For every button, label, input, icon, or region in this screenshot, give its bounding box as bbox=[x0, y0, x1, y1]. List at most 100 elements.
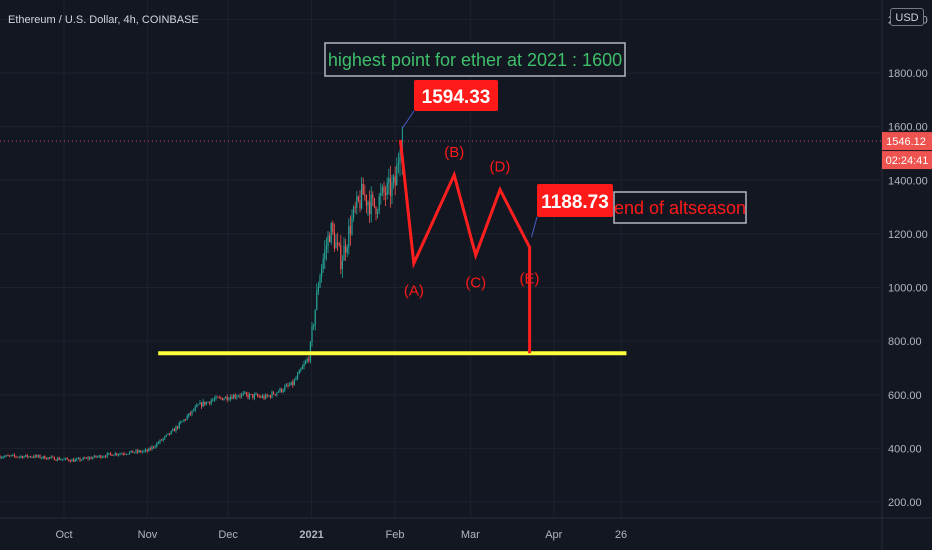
price-axis[interactable]: 200.00 400.00 600.00 800.00 1000.00 1200.00 14… bbox=[882, 14, 932, 509]
candle-body bbox=[117, 454, 119, 456]
wave-label: (E) bbox=[520, 270, 540, 287]
candle-body bbox=[77, 458, 79, 460]
candle-body bbox=[93, 455, 95, 458]
x-tick-label: Nov bbox=[138, 529, 158, 541]
candle-body bbox=[181, 421, 183, 422]
candle-body bbox=[156, 443, 158, 447]
candle-body bbox=[314, 309, 316, 326]
candle-body bbox=[98, 455, 100, 457]
last-price-tag bbox=[882, 132, 932, 151]
candle-body bbox=[308, 359, 310, 361]
currency-button[interactable]: USD bbox=[890, 8, 924, 26]
candle-body bbox=[369, 201, 371, 215]
candle-body bbox=[89, 457, 91, 459]
candle-body bbox=[15, 456, 17, 457]
candle-body bbox=[161, 439, 163, 441]
candle-body bbox=[5, 455, 7, 457]
candle-body bbox=[61, 459, 63, 461]
candle-body bbox=[114, 453, 116, 456]
candle-body bbox=[373, 197, 375, 207]
candle-body bbox=[87, 457, 89, 459]
candle-body bbox=[133, 452, 135, 454]
x-tick-label: Oct bbox=[55, 529, 72, 541]
candle-body bbox=[393, 176, 395, 183]
candle-body bbox=[349, 226, 351, 235]
candle-body bbox=[90, 457, 92, 459]
candle-body bbox=[281, 388, 283, 392]
candle-body bbox=[60, 459, 62, 461]
candle-body bbox=[153, 446, 155, 448]
candle-body bbox=[172, 429, 174, 431]
candle-body bbox=[236, 396, 238, 398]
candle-body bbox=[359, 200, 361, 209]
candle-body bbox=[316, 291, 318, 310]
y-tick-label: 600.00 bbox=[888, 390, 922, 402]
y-tick-label: 1800.00 bbox=[888, 68, 928, 80]
candle-body bbox=[345, 245, 347, 253]
candle-body bbox=[21, 456, 23, 458]
candle-body bbox=[85, 457, 87, 459]
candle-body bbox=[149, 448, 151, 450]
candle-body bbox=[221, 398, 223, 401]
candle-body bbox=[213, 399, 215, 400]
candle-body bbox=[361, 183, 363, 209]
wave-label: (A) bbox=[404, 282, 424, 299]
candle-body bbox=[121, 453, 123, 455]
candle-body bbox=[377, 211, 379, 215]
y-tick-label: 400.00 bbox=[888, 443, 922, 455]
candle-body bbox=[337, 242, 339, 244]
candle-body bbox=[250, 394, 252, 395]
candle-body bbox=[189, 413, 191, 415]
candle-body bbox=[209, 401, 211, 404]
candle-body bbox=[340, 245, 342, 270]
candle-body bbox=[394, 176, 396, 186]
candle-body bbox=[79, 458, 81, 461]
candle-body bbox=[23, 456, 25, 458]
candle-body bbox=[324, 249, 326, 259]
y-tick-label: 800.00 bbox=[888, 336, 922, 348]
candle-body bbox=[292, 381, 294, 386]
candle-body bbox=[196, 405, 198, 407]
candle-body bbox=[73, 459, 75, 462]
candle-body bbox=[130, 450, 132, 453]
candle-body bbox=[348, 226, 350, 248]
candle-body bbox=[53, 456, 55, 461]
candle-body bbox=[97, 456, 99, 458]
candle-body bbox=[148, 448, 150, 452]
candle-body bbox=[253, 394, 255, 398]
candle-body bbox=[263, 395, 265, 399]
candle-body bbox=[269, 395, 271, 398]
candle-body bbox=[391, 182, 393, 196]
candle-body bbox=[7, 455, 9, 457]
candle-body bbox=[205, 402, 207, 405]
candle-body bbox=[239, 395, 241, 397]
candle-body bbox=[268, 395, 270, 397]
candle-body bbox=[2, 457, 4, 458]
candle-body bbox=[217, 396, 219, 398]
candle-body bbox=[289, 385, 291, 386]
candle-body bbox=[260, 396, 262, 398]
candle-body bbox=[82, 457, 84, 460]
candle-body bbox=[204, 401, 206, 405]
wave-projection-line bbox=[398, 139, 532, 354]
candle-body bbox=[220, 397, 222, 399]
candle-body bbox=[29, 456, 31, 458]
time-axis[interactable]: Oct Nov Dec 2021 Feb Mar Apr 26 bbox=[55, 529, 627, 541]
candle-body bbox=[271, 392, 273, 398]
candle-body bbox=[28, 456, 30, 458]
candle-body bbox=[167, 433, 169, 435]
candle-body bbox=[396, 165, 398, 186]
candle-body bbox=[282, 390, 284, 392]
candle-body bbox=[33, 457, 35, 458]
x-tick-label: Mar bbox=[461, 529, 480, 541]
candle-body bbox=[113, 455, 115, 457]
candle-body bbox=[127, 453, 129, 455]
candle-body bbox=[105, 456, 107, 458]
candle-body bbox=[34, 455, 36, 458]
target-pointer bbox=[531, 216, 538, 238]
candle-body bbox=[257, 394, 259, 397]
candle-body bbox=[385, 192, 387, 196]
candle-body bbox=[100, 455, 102, 458]
